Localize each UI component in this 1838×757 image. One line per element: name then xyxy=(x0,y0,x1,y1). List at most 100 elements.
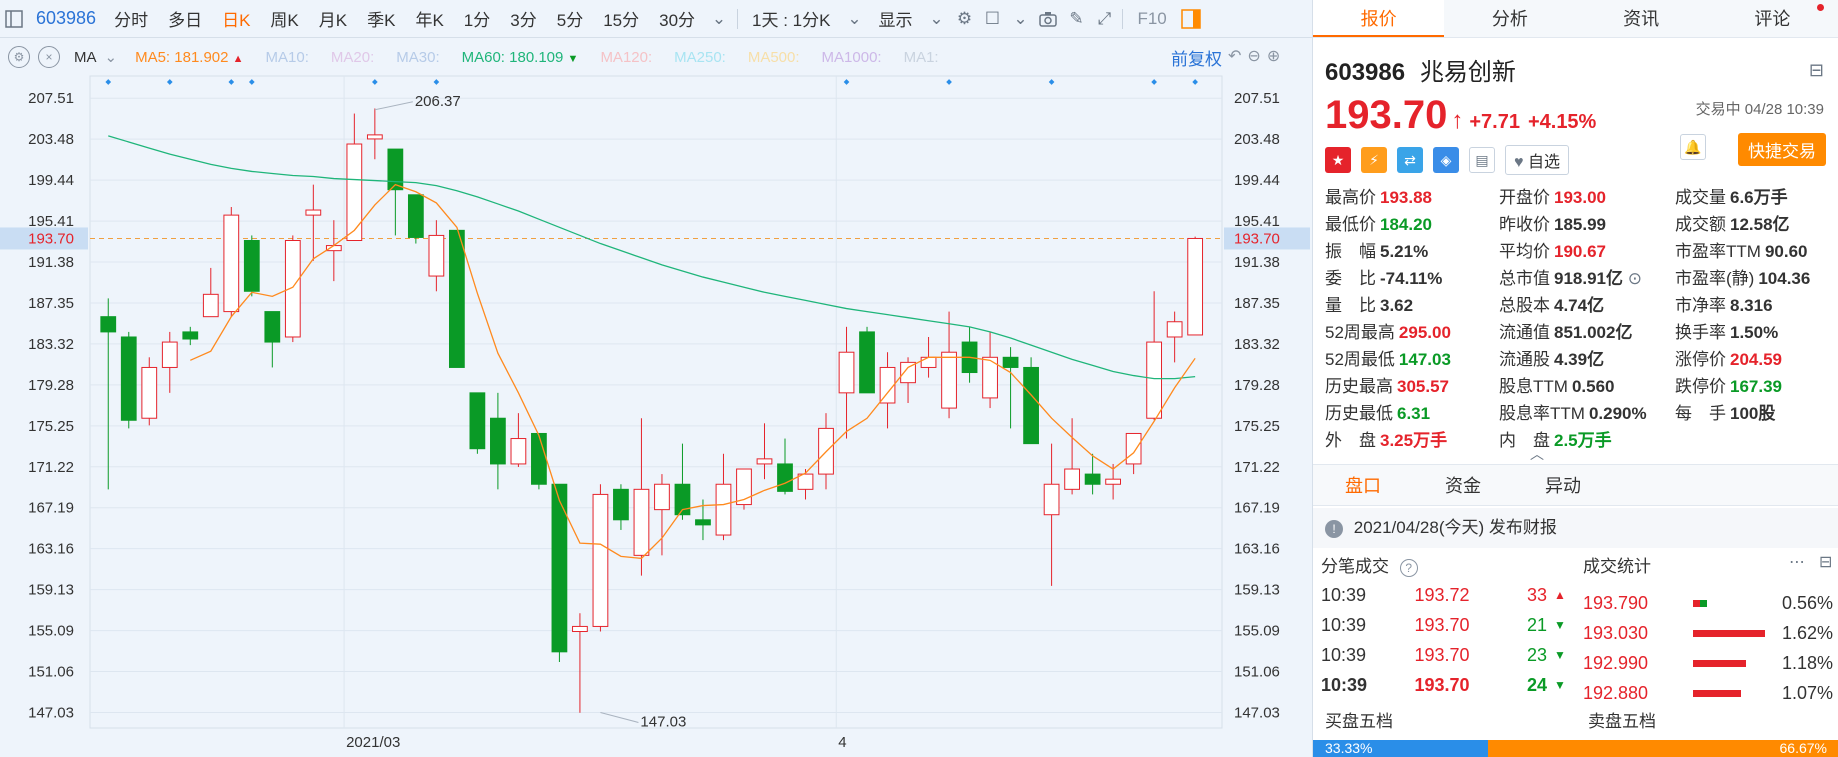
collapse-icon[interactable]: ⊟ xyxy=(1808,60,1824,80)
pen-icon[interactable]: ✎ xyxy=(1069,8,1084,28)
camera-icon[interactable] xyxy=(1034,5,1062,33)
f10-button[interactable]: F10 xyxy=(1137,8,1167,28)
stat-label: 历史最低 xyxy=(1325,404,1393,423)
chevron-up-icon[interactable]: ︿ xyxy=(1530,446,1544,462)
y-tick-label-right: 207.51 xyxy=(1234,90,1280,107)
indicator-select[interactable]: MA xyxy=(74,48,97,66)
stat-cell: 换手率 1.50% xyxy=(1675,321,1835,345)
tab-3min[interactable]: 3分 xyxy=(510,11,537,30)
stock-title: 603986 兆易创新 xyxy=(1325,52,1826,87)
lightning-icon[interactable]: ⚡ xyxy=(1361,147,1387,173)
y-tick-label-right: 183.32 xyxy=(1234,336,1280,353)
panel-toggle-icon[interactable] xyxy=(1177,5,1205,33)
stat-cell: 每 手 100股 xyxy=(1675,402,1835,426)
tab-jik[interactable]: 季K xyxy=(367,11,396,30)
bell-icon[interactable]: 🔔 xyxy=(1680,134,1706,160)
tab-yidong[interactable]: 异动 xyxy=(1545,476,1581,496)
more-icon[interactable]: ⊙ xyxy=(1623,269,1642,288)
stat-cell: 市盈率TTM 90.60 xyxy=(1675,240,1835,264)
settings-icon[interactable]: ⚙ xyxy=(8,46,30,68)
tab-duori[interactable]: 多日 xyxy=(168,11,203,30)
chart-toolbar: 603986 分时 多日 日K 周K 月K 季K 年K 1分 3分 5分 15分… xyxy=(0,0,1312,38)
chevron-down-icon[interactable]: ⌄ xyxy=(104,49,118,66)
square-icon[interactable]: ☐ xyxy=(984,8,1001,28)
tab-zijin[interactable]: 资金 xyxy=(1445,476,1481,496)
ma5-line xyxy=(190,183,1196,560)
tab-pankou[interactable]: 盘口 xyxy=(1345,476,1381,496)
kline-chart[interactable]: 207.51 207.51 203.48 203.48 199.44 199.44 195.… xyxy=(0,38,1312,757)
buy-levels-label[interactable]: 买盘五档 xyxy=(1325,712,1393,731)
display-menu[interactable]: 显示 xyxy=(878,11,913,30)
candle-body xyxy=(531,432,547,485)
help-icon[interactable]: ? xyxy=(1399,559,1418,577)
more-icon[interactable]: ⋯ xyxy=(1789,554,1805,571)
shuffle-icon[interactable]: ⇄ xyxy=(1397,147,1423,173)
ma60-line xyxy=(108,135,1196,380)
chevron-down-icon[interactable]: ⌄ xyxy=(1013,8,1028,28)
gear-icon[interactable]: ⚙ xyxy=(956,8,973,28)
tab-rik[interactable]: 日K xyxy=(222,11,251,30)
candle-body xyxy=(1002,356,1019,368)
close-icon[interactable]: × xyxy=(38,46,60,68)
info-icon: ! xyxy=(1325,520,1343,538)
collapse-icon[interactable]: ⊟ xyxy=(1819,554,1833,571)
notification-dot xyxy=(1817,4,1824,11)
china-flag-icon[interactable]: ★ xyxy=(1325,147,1351,173)
zoom-controls: ↶ ⊖ ⊕ xyxy=(1228,46,1280,66)
volume-stat-row: 193.030 1.62% xyxy=(1583,618,1833,648)
tab-quote[interactable]: 报价 xyxy=(1313,0,1445,37)
tab-yuek[interactable]: 月K xyxy=(318,11,348,30)
candle-body xyxy=(100,316,117,333)
zoom-in-icon[interactable]: ⊕ xyxy=(1266,48,1281,65)
stat-label: 52周最高 xyxy=(1325,323,1395,342)
undo-icon[interactable]: ↶ xyxy=(1228,48,1242,65)
fullscreen-icon[interactable]: ⤢ xyxy=(1097,8,1112,28)
current-price-box-right xyxy=(1224,227,1310,250)
tab-fenshi[interactable]: 分时 xyxy=(114,11,149,30)
tab-comments[interactable]: 评论 xyxy=(1754,9,1791,29)
y-tick-label-right: 195.41 xyxy=(1234,213,1280,230)
stat-percent: 0.56% xyxy=(1781,593,1833,613)
tag-icon[interactable]: ◈ xyxy=(1433,147,1459,173)
stat-cell: 振 幅 5.21% xyxy=(1325,240,1499,264)
stat-label: 成交额 xyxy=(1675,215,1726,234)
tab-niank[interactable]: 年K xyxy=(415,11,444,30)
y-tick-label-right: 155.09 xyxy=(1234,623,1280,640)
quick-trade-button[interactable]: 快捷交易 xyxy=(1738,133,1826,166)
stat-cell: 内 盘 2.5万手 xyxy=(1499,429,1675,453)
tab-30min[interactable]: 30分 xyxy=(659,11,696,30)
stat-value: 295.00 xyxy=(1398,323,1451,342)
chevron-down-icon[interactable]: ⌄ xyxy=(847,8,862,28)
tab-news[interactable]: 资讯 xyxy=(1623,9,1660,29)
zoom-out-icon[interactable]: ⊖ xyxy=(1247,48,1261,65)
stat-cell: 历史最高 305.57 xyxy=(1325,375,1499,399)
watchlist-button[interactable]: ♥ 自选 xyxy=(1505,145,1569,175)
candle-body xyxy=(736,468,752,506)
candle-body xyxy=(202,293,219,318)
tab-1min[interactable]: 1分 xyxy=(463,11,491,30)
y-tick-label-right: 167.19 xyxy=(1234,500,1280,517)
stock-code-select[interactable]: 603986 xyxy=(36,8,97,28)
icon-row: ★ ⚡ ⇄ ◈ ▤ ♥ 自选 xyxy=(1325,144,1826,176)
stat-label: 市盈率(静) xyxy=(1675,269,1755,288)
chevron-down-icon[interactable]: ⌄ xyxy=(711,8,727,28)
tab-analysis[interactable]: 分析 xyxy=(1491,9,1528,29)
fuquan-select[interactable]: 前复权 xyxy=(1171,49,1222,69)
earnings-notice[interactable]: ! 2021/04/28(今天) 发布财报 xyxy=(1313,508,1838,548)
tick-list: 10:39 193.72 33 ▲ 10:39 193.70 21 ▼ 10:39 193.70 2… xyxy=(1313,580,1573,700)
tab-5min[interactable]: 5分 xyxy=(556,11,584,30)
sell-levels-label[interactable]: 卖盘五档 xyxy=(1588,712,1656,731)
stat-value: 193.00 xyxy=(1554,188,1606,207)
period-select[interactable]: 1天 : 1分K xyxy=(752,11,831,30)
ma20-label: MA20: xyxy=(330,48,375,66)
sidebar-toggle-icon[interactable] xyxy=(0,5,28,33)
tab-15min[interactable]: 15分 xyxy=(603,11,640,30)
chevron-down-icon[interactable]: ⌄ xyxy=(929,8,944,28)
tab-zhouk[interactable]: 周K xyxy=(270,11,299,30)
panel-tabs: 报价 分析 资讯 评论 xyxy=(1313,0,1838,38)
candle-body xyxy=(551,483,568,653)
stat-value: 190.67 xyxy=(1554,242,1606,261)
volume-stat-list: 193.790 0.56% 193.030 1.62% 192.990 1.18% 192.… xyxy=(1583,588,1833,708)
tick-volume: 24 xyxy=(1526,675,1547,695)
bookmark-icon[interactable]: ▤ xyxy=(1469,147,1495,173)
